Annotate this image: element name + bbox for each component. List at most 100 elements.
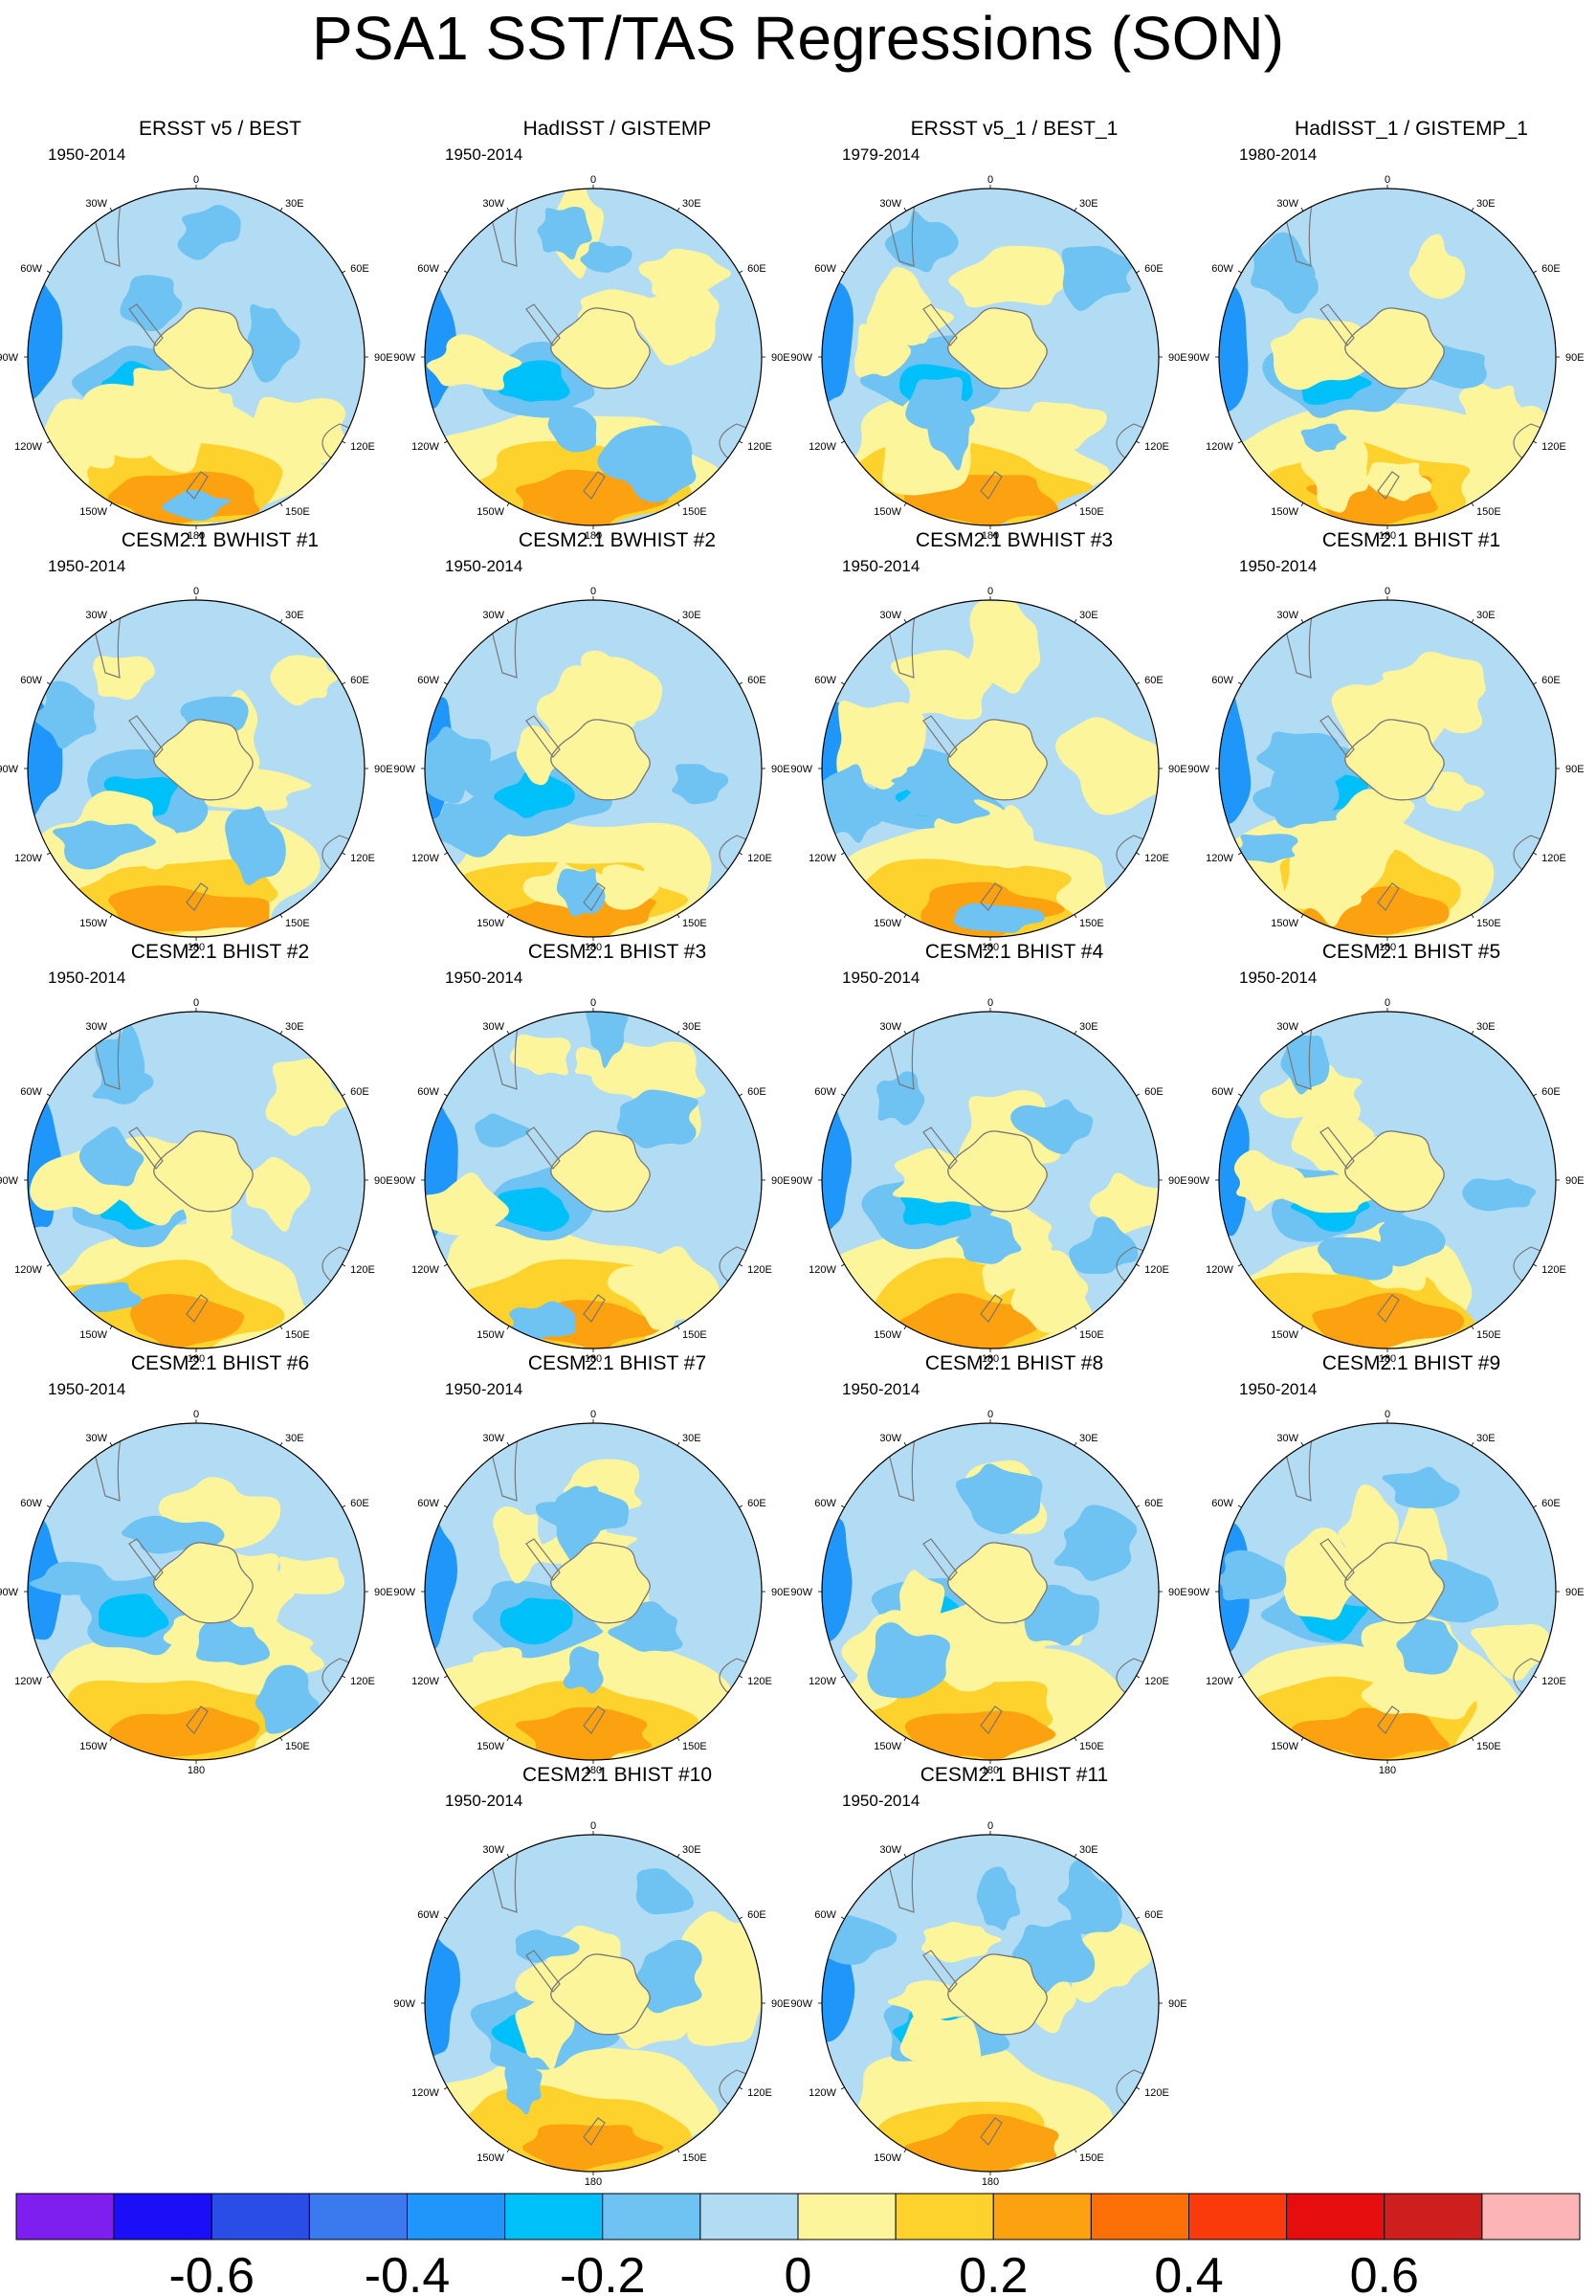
- colorbar-label: 0.2: [959, 2248, 1028, 2296]
- antarctica-coastline: [153, 307, 254, 390]
- lon-tick: [279, 1030, 283, 1035]
- lon-tick: [840, 1093, 845, 1097]
- anomaly-region: [1277, 736, 1357, 795]
- anomaly-region: [884, 211, 959, 273]
- lon-tick: [1237, 852, 1242, 856]
- lon-label: 180: [982, 1765, 999, 1776]
- lon-tick: [1074, 207, 1077, 212]
- lon-tick: [1136, 852, 1141, 856]
- lon-tick: [506, 2149, 510, 2153]
- lon-label: 90W: [393, 1587, 415, 1598]
- lon-label: 150E: [1079, 2152, 1104, 2164]
- lon-label: 120E: [1144, 1676, 1169, 1687]
- anomaly-region: [1462, 398, 1552, 470]
- lon-label: 60E: [350, 1498, 369, 1509]
- new-zealand-coastline: [980, 882, 1003, 911]
- anomaly-region: [1219, 1549, 1287, 1601]
- lon-label: 90E: [374, 1587, 393, 1598]
- panel-period: 1950-2014: [1239, 557, 1318, 575]
- lon-tick: [1074, 1326, 1077, 1330]
- lon-tick: [1237, 1505, 1242, 1508]
- lon-label: 60W: [814, 1086, 836, 1098]
- panel-period: 1950-2014: [842, 1792, 920, 1810]
- lon-tick: [109, 1737, 113, 1742]
- lon-tick: [443, 440, 448, 444]
- lon-tick: [1533, 440, 1538, 444]
- lon-tick: [506, 207, 510, 212]
- anomaly-region: [672, 764, 729, 805]
- lon-label: 30W: [879, 1433, 901, 1444]
- colorbar-label: -0.4: [365, 2248, 451, 2296]
- lon-label: 150E: [1476, 506, 1501, 518]
- lon-label: 90E: [1168, 1587, 1187, 1598]
- panel-period: 1979-2014: [842, 145, 920, 164]
- colorbar-swatch: [1090, 2193, 1190, 2240]
- anomaly-region: [1290, 1707, 1450, 1760]
- anomaly-region: [904, 1710, 1056, 1760]
- anomaly-region: [33, 680, 97, 749]
- polar-map: 0 30E 60E 90E 120E 150E 180 150W 120W 90W 60W 30W: [393, 586, 789, 953]
- anomaly-region: [1270, 318, 1376, 390]
- lon-tick: [506, 1737, 510, 1742]
- lon-label: 60E: [1144, 1086, 1164, 1098]
- lon-label: 30W: [482, 610, 504, 621]
- new-zealand-coastline: [186, 1294, 209, 1323]
- lon-label: 90E: [771, 1587, 790, 1598]
- anomaly-region: [108, 885, 270, 932]
- lon-label: 90W: [0, 352, 19, 364]
- anomaly-region: [493, 1505, 550, 1584]
- lon-label: 150W: [874, 918, 901, 929]
- colorbar-swatch: [113, 2193, 212, 2240]
- lon-label: 90E: [374, 764, 393, 775]
- lon-label: 30E: [682, 1021, 701, 1033]
- lon-label: 120E: [1144, 1264, 1169, 1276]
- lon-tick: [840, 1263, 845, 1267]
- lon-label: 150E: [1079, 918, 1104, 929]
- lon-tick: [840, 2086, 845, 2090]
- anomaly-region: [1024, 1584, 1099, 1646]
- lon-tick: [1471, 914, 1474, 919]
- anomaly-region: [494, 770, 575, 818]
- lon-tick: [506, 1441, 510, 1446]
- lon-tick: [903, 618, 907, 623]
- anomaly-region: [948, 245, 1077, 308]
- lon-label: 150W: [477, 2152, 504, 2164]
- lon-tick: [1471, 618, 1474, 623]
- lon-label: 180: [585, 2176, 602, 2188]
- lon-label: 180: [188, 530, 205, 542]
- new-zealand-coastline: [583, 1705, 606, 1734]
- lon-tick: [46, 270, 51, 274]
- peninsula-coastline: [128, 715, 164, 758]
- lon-label: 150E: [1079, 1329, 1104, 1341]
- lon-tick: [840, 270, 845, 274]
- lon-label: 180: [1379, 530, 1396, 542]
- polar-map: 0 30E 60E 90E 120E 150E 180 150W 120W 90W 60W 30W: [1187, 174, 1584, 542]
- polar-map: 0 30E 60E 90E 120E 150E 180 150W 120W 90W 60W 30W: [0, 1409, 393, 1776]
- anomaly-region: [547, 405, 597, 453]
- lon-label: 120E: [747, 2087, 772, 2099]
- lon-label: 30W: [85, 198, 107, 210]
- anomaly-region: [580, 241, 632, 273]
- lon-tick: [840, 852, 845, 856]
- map-panel: CESM2.1 BHIST #7 1950-2014 0 30E 60E 90E 120E 1…: [393, 1348, 813, 1776]
- anomaly-region: [108, 1706, 260, 1757]
- lon-label: 30W: [85, 610, 107, 621]
- panel-title: CESM2.1 BHIST #2: [130, 941, 310, 963]
- lon-label: 30E: [285, 1021, 304, 1033]
- lon-label: 120E: [747, 1676, 772, 1687]
- lon-tick: [840, 1675, 845, 1679]
- lon-label: 150W: [477, 506, 504, 518]
- lon-label: 150W: [1271, 506, 1298, 518]
- anomaly-region: [1061, 245, 1135, 311]
- lon-label: 90E: [1168, 764, 1187, 775]
- lon-label: 60E: [1541, 1498, 1561, 1509]
- lon-label: 90E: [771, 1998, 790, 2010]
- antarctica-coastline: [1344, 719, 1445, 801]
- lon-tick: [46, 681, 51, 685]
- lon-tick: [506, 1030, 510, 1035]
- lon-tick: [1471, 1030, 1474, 1035]
- polar-map: 0 30E 60E 90E 120E 150E 180 150W 120W 90W 60W 30W: [1187, 997, 1584, 1365]
- panel-period: 1950-2014: [842, 1380, 920, 1398]
- new-zealand-coastline: [1377, 1705, 1400, 1734]
- panel-period: 1950-2014: [445, 145, 523, 164]
